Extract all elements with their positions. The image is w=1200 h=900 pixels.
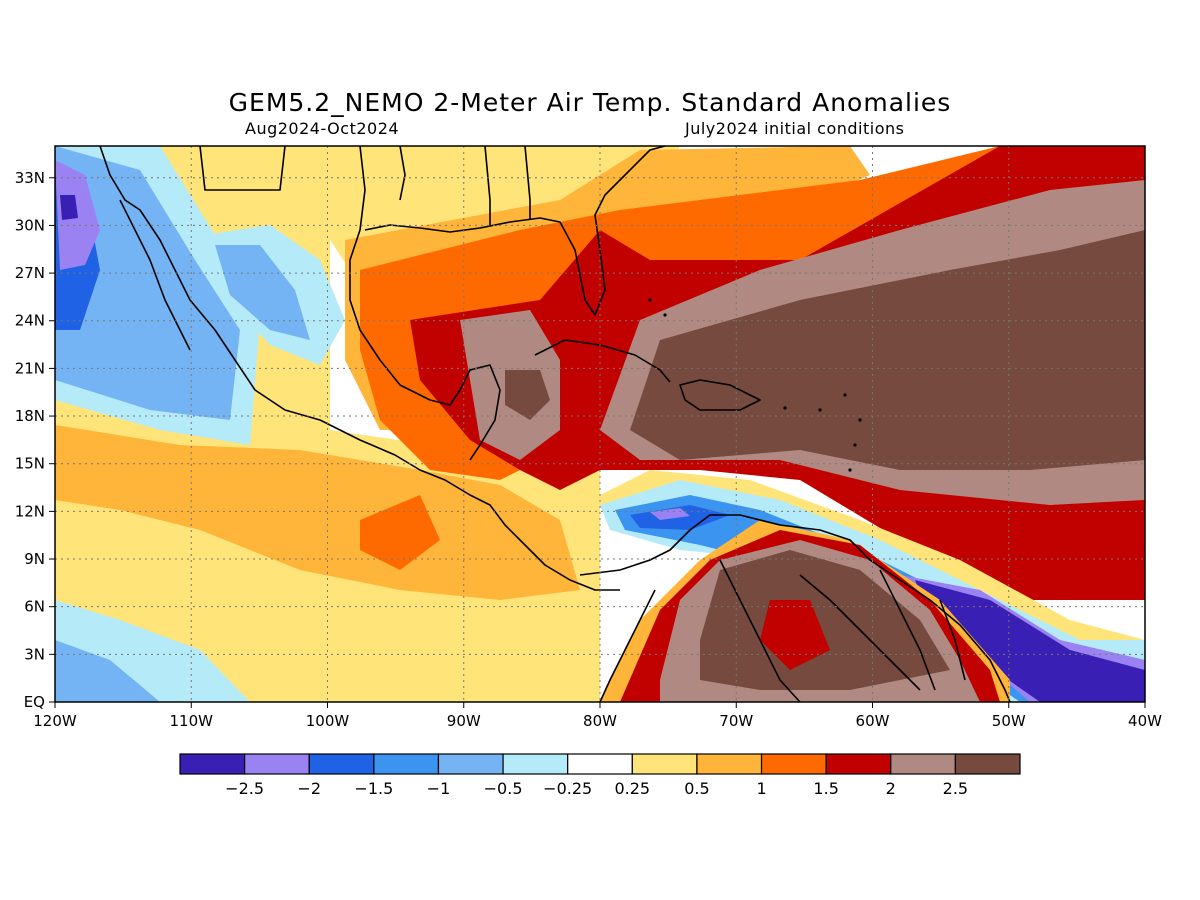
colorbar-label: −1 bbox=[427, 779, 451, 798]
x-tick-label: 80W bbox=[583, 712, 617, 730]
y-axis-ticks: EQ 3N 6N 9N 12N 15N 18N 21N 24N 27N 30N 33N bbox=[15, 169, 55, 711]
x-tick-label: 70W bbox=[719, 712, 753, 730]
x-axis-ticks: 120W 110W 100W 90W 80W 70W 60W 50W 40W bbox=[33, 702, 1162, 730]
colorbar-label: 1.5 bbox=[813, 779, 838, 798]
colorbar-swatch bbox=[244, 753, 310, 775]
y-tick-label: 30N bbox=[15, 216, 45, 234]
colorbar-label: 1 bbox=[756, 779, 766, 798]
y-tick-label: 12N bbox=[15, 502, 45, 520]
anomaly-region-mexico-cool-2 bbox=[215, 245, 310, 340]
colorbar-label: 2.5 bbox=[943, 779, 968, 798]
y-tick-label: 18N bbox=[15, 407, 45, 425]
colorbar-swatch bbox=[631, 753, 698, 775]
x-tick-label: 100W bbox=[306, 712, 350, 730]
anomaly-region-pacific-orange bbox=[55, 425, 580, 600]
colorbar-label: −0.5 bbox=[484, 779, 523, 798]
colorbar-labels: −2.5 −2 −1.5 −1 −0.5 −0.25 0.25 0.5 1 1.5 2 2.5 bbox=[225, 779, 968, 798]
colorbar-swatch bbox=[696, 753, 763, 775]
map-gridlines bbox=[55, 146, 1145, 702]
anomaly-region-pacific-cool-2 bbox=[55, 146, 240, 420]
init-conditions-subtitle: July2024 initial conditions bbox=[684, 119, 904, 138]
anomaly-region-sa-red-spot bbox=[760, 600, 830, 670]
colorbar-label: −1.5 bbox=[354, 779, 393, 798]
colorbar-swatch bbox=[373, 753, 440, 775]
coastlines bbox=[99, 146, 1011, 702]
anomaly-region-pacific-red bbox=[360, 495, 440, 570]
colorbar-swatch bbox=[179, 753, 246, 775]
x-tick-label: 90W bbox=[447, 712, 481, 730]
y-tick-label: EQ bbox=[24, 693, 45, 711]
period-subtitle: Aug2024-Oct2024 bbox=[245, 119, 399, 138]
colorbar-label: 0.5 bbox=[684, 779, 709, 798]
anomaly-region-yucatan-brown bbox=[505, 370, 550, 420]
y-tick-label: 24N bbox=[15, 312, 45, 330]
colorbar bbox=[179, 753, 1021, 775]
x-tick-label: 110W bbox=[170, 712, 214, 730]
anomaly-region-guiana-coast-deep bbox=[915, 580, 1145, 702]
y-tick-label: 6N bbox=[24, 598, 45, 616]
colorbar-label: −2 bbox=[297, 779, 321, 798]
colorbar-swatch bbox=[954, 753, 1021, 775]
x-tick-label: 40W bbox=[1128, 712, 1162, 730]
y-tick-label: 15N bbox=[15, 455, 45, 473]
map-plot-area bbox=[55, 146, 1145, 702]
x-tick-label: 60W bbox=[856, 712, 890, 730]
colorbar-swatch bbox=[308, 753, 375, 775]
colorbar-label: −2.5 bbox=[225, 779, 264, 798]
y-tick-label: 33N bbox=[15, 169, 45, 187]
y-tick-label: 3N bbox=[24, 645, 45, 663]
colorbar-swatch bbox=[567, 753, 633, 775]
colorbar-label: 2 bbox=[886, 779, 896, 798]
colorbar-swatch bbox=[825, 753, 892, 775]
colorbar-label: −0.25 bbox=[543, 779, 592, 798]
colorbar-swatch bbox=[760, 753, 827, 775]
map-title: GEM5.2_NEMO 2-Meter Air Temp. Standard A… bbox=[229, 88, 952, 117]
colorbar-swatch bbox=[890, 753, 956, 775]
anomaly-region-south-pacific-cool-2 bbox=[55, 640, 160, 702]
anomaly-region-atlantic-brown bbox=[630, 230, 1145, 470]
anomaly-region-baja-deep bbox=[60, 195, 78, 220]
island-dots bbox=[648, 298, 862, 472]
anomaly-region-sa-brown bbox=[700, 550, 950, 690]
y-tick-label: 9N bbox=[24, 550, 45, 568]
y-tick-label: 27N bbox=[15, 264, 45, 282]
x-tick-label: 50W bbox=[992, 712, 1026, 730]
y-tick-label: 21N bbox=[15, 359, 45, 377]
x-tick-label: 120W bbox=[33, 712, 77, 730]
colorbar-swatch bbox=[437, 753, 504, 775]
colorbar-swatch bbox=[502, 753, 569, 775]
colorbar-label: 0.25 bbox=[614, 779, 650, 798]
